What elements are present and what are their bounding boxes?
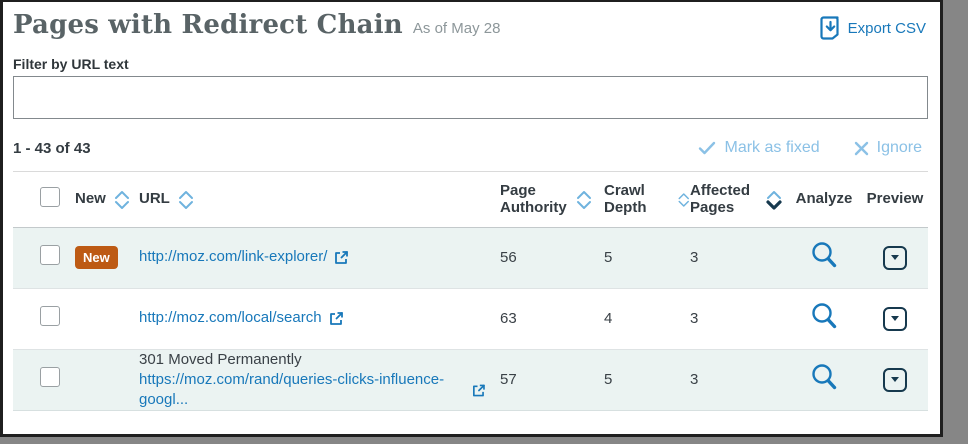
export-csv-button[interactable]: Export CSV [820, 16, 926, 40]
affected-pages-value: 3 [690, 310, 699, 328]
sort-chevrons-icon[interactable] [177, 189, 195, 211]
sort-chevrons-icon[interactable] [677, 189, 690, 211]
crawl-depth-value: 5 [604, 249, 613, 267]
export-download-icon [820, 16, 841, 40]
filter-section: Filter by URL text [13, 56, 928, 119]
redirect-chain-table: New URL Page Authority Crawl Depth Affec… [13, 171, 928, 412]
column-header-affected-pages[interactable]: Affected Pages [690, 182, 786, 217]
list-controls: 1 - 43 of 43 Mark as fixed [13, 139, 928, 157]
redirect-status-title: 301 Moved Permanently [139, 350, 302, 368]
new-badge: New [75, 246, 118, 270]
url-link[interactable]: http://moz.com/local/search [139, 309, 322, 327]
column-header-url[interactable]: URL [139, 189, 500, 211]
dropdown-caret-icon [891, 255, 899, 261]
column-header-new[interactable]: New [75, 189, 139, 211]
dropdown-caret-icon [891, 377, 899, 383]
crawl-depth-value: 4 [604, 310, 613, 328]
ignore-button[interactable]: Ignore [854, 139, 922, 157]
as-of-date: As of May 28 [412, 20, 501, 37]
ignore-label: Ignore [876, 139, 922, 156]
export-csv-label: Export CSV [847, 19, 926, 37]
row-checkbox[interactable] [40, 245, 60, 266]
page-authority-value: 57 [500, 371, 517, 389]
url-link[interactable]: https://moz.com/rand/queries-clicks-infl… [139, 370, 445, 409]
titlebar: Pages with Redirect Chain As of May 28 E… [13, 10, 928, 40]
sort-chevrons-icon[interactable] [575, 189, 593, 211]
sort-chevrons-descending-icon[interactable] [765, 189, 783, 211]
analyze-button[interactable] [809, 362, 839, 395]
filter-url-input[interactable] [13, 76, 928, 119]
affected-pages-value: 3 [690, 249, 699, 267]
magnifier-icon [812, 242, 837, 268]
analyze-button[interactable] [809, 240, 839, 273]
page-title: Pages with Redirect Chain [13, 10, 403, 40]
table-row: New http://moz.com/link-explorer/ 56 5 3 [13, 227, 928, 289]
checkmark-icon [698, 141, 716, 155]
table-row: 301 Moved Permanently https://moz.com/ra… [13, 349, 928, 412]
column-header-preview: Preview [866, 190, 924, 208]
preview-button[interactable] [883, 367, 907, 392]
row-checkbox[interactable] [40, 367, 60, 388]
page-authority-value: 63 [500, 310, 517, 328]
result-count: 1 - 43 of 43 [13, 139, 91, 157]
external-link-icon[interactable] [329, 311, 344, 326]
magnifier-icon [812, 303, 837, 329]
preview-button[interactable] [883, 245, 907, 270]
column-header-analyze: Analyze [795, 190, 853, 208]
preview-button[interactable] [883, 306, 907, 331]
pages-with-redirect-chain-panel: Pages with Redirect Chain As of May 28 E… [0, 0, 943, 437]
analyze-button[interactable] [809, 301, 839, 334]
external-link-icon[interactable] [472, 383, 486, 398]
external-link-icon[interactable] [334, 250, 349, 265]
dropdown-caret-icon [891, 316, 899, 322]
mark-as-fixed-label: Mark as fixed [724, 139, 820, 156]
url-link[interactable]: http://moz.com/link-explorer/ [139, 248, 328, 266]
table-row: http://moz.com/local/search 63 4 3 [13, 289, 928, 350]
column-header-page-authority[interactable]: Page Authority [500, 182, 604, 217]
mark-as-fixed-button[interactable]: Mark as fixed [698, 139, 820, 157]
affected-pages-value: 3 [690, 371, 699, 389]
x-icon [854, 141, 869, 156]
filter-label: Filter by URL text [13, 56, 129, 72]
crawl-depth-value: 5 [604, 371, 613, 389]
select-all-checkbox[interactable] [40, 187, 60, 208]
magnifier-icon [812, 364, 837, 390]
table-header-row: New URL Page Authority Crawl Depth Affec… [13, 171, 928, 228]
sort-chevrons-icon[interactable] [113, 189, 131, 211]
column-header-crawl-depth[interactable]: Crawl Depth [604, 182, 690, 217]
page-authority-value: 56 [500, 249, 517, 267]
row-checkbox[interactable] [40, 306, 60, 327]
